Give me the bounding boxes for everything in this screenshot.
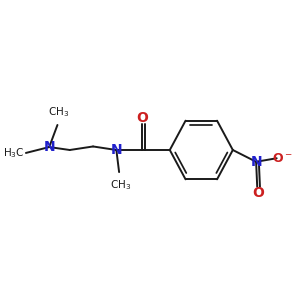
Text: N: N	[251, 155, 262, 169]
Text: CH$_3$: CH$_3$	[48, 105, 69, 119]
Text: O: O	[253, 186, 265, 200]
Text: N: N	[111, 143, 122, 157]
Text: H$_3$C: H$_3$C	[3, 146, 25, 160]
Text: N: N	[44, 140, 55, 154]
Text: O: O	[136, 111, 148, 124]
Text: O$^-$: O$^-$	[272, 152, 293, 165]
Text: CH$_3$: CH$_3$	[110, 178, 131, 192]
